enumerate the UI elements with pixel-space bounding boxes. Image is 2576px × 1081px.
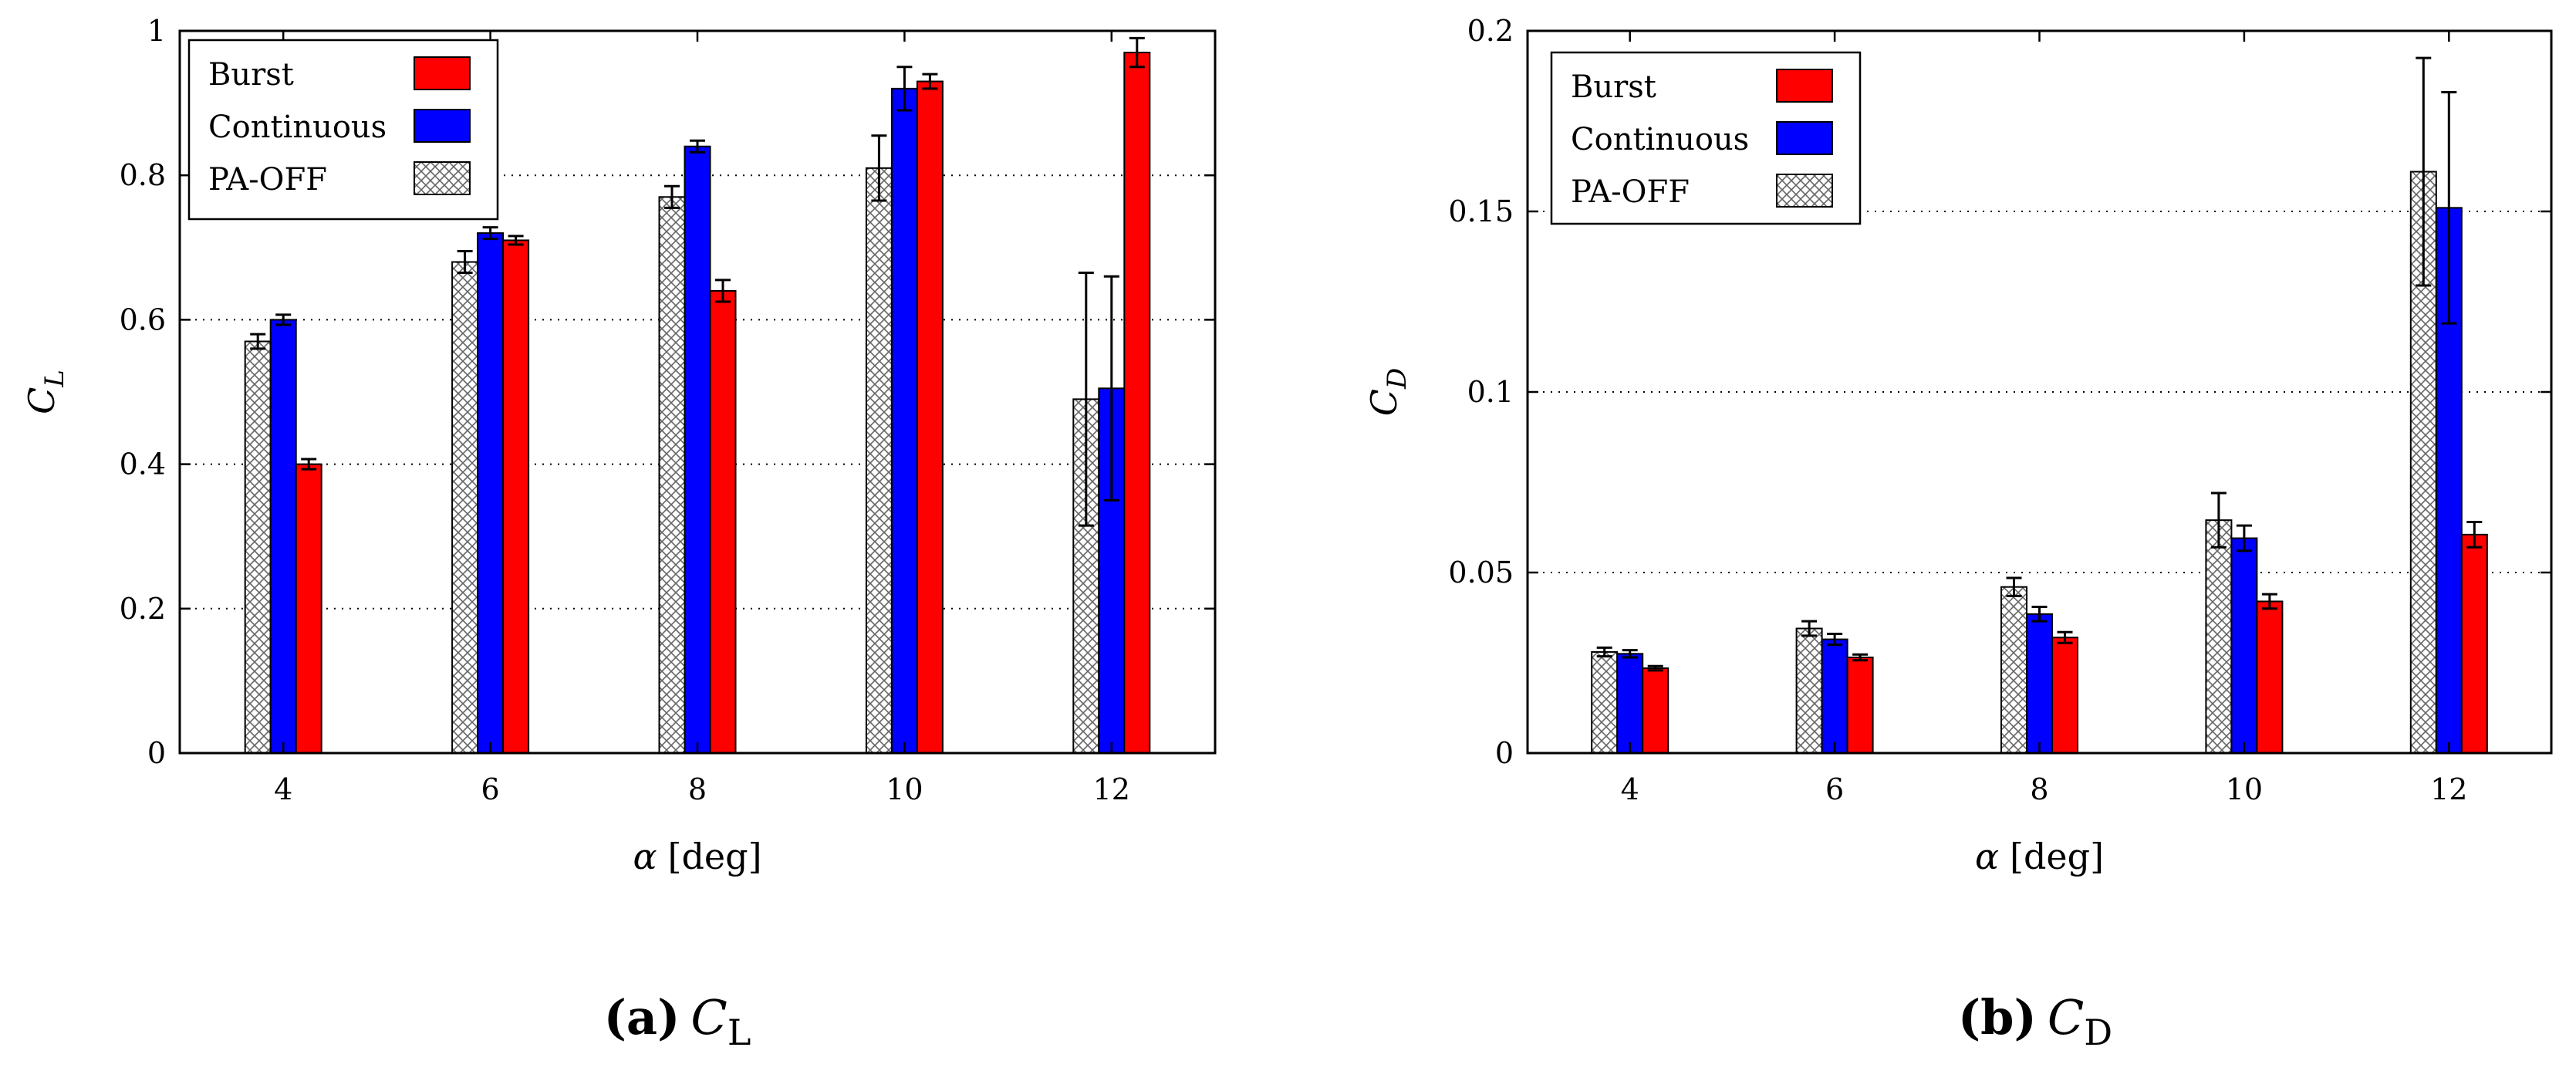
y-axis-label-sub: D [1382,368,1413,390]
bar-burst [709,289,737,754]
legend-swatch-continuous [1776,121,1833,155]
bar-burst [1123,52,1151,754]
legend-label: Continuous [208,110,387,145]
subfigure-caption: (a) CL [604,989,751,1053]
y-tick-label: 0.2 [120,592,166,626]
y-tick-label: 0 [1495,736,1514,770]
x-axis-label: α [deg] [1975,836,2104,877]
legend-label: Burst [1571,69,1656,105]
bar-hatch [2000,586,2027,754]
bar-hatch [244,340,272,755]
x-tick-label: 10 [2226,772,2263,806]
legend-swatch-hatch [1776,174,1833,208]
plot-frame [1526,29,2553,755]
y-axis-label-main: C [1363,389,1405,416]
bar-burst [2460,533,2488,754]
bar-hatch [1591,650,1619,755]
legend-swatch-hatch [414,161,471,195]
legend: Burst Continuous PA-OFF [1550,51,1862,225]
bar-burst [502,239,530,754]
bar-continuous [1821,638,1848,755]
y-axis-label-main: C [21,387,62,414]
bar-burst [1846,656,1874,754]
x-axis-label: α [deg] [633,836,761,877]
bar-continuous [890,87,918,754]
bar-hatch [451,261,479,754]
bar-continuous [477,232,505,754]
legend-label: PA-OFF [1571,174,1690,210]
bar-hatch [865,167,893,754]
x-tick-label: 6 [1825,772,1844,806]
x-axis-label-unit: [deg] [2010,836,2104,877]
y-tick-label: 1 [147,14,166,48]
caption-letter: (b) [1958,989,2037,1046]
x-tick-label: 6 [481,772,500,806]
x-tick-label: 12 [1093,772,1130,806]
legend-label: Continuous [1571,122,1749,157]
plot-frame [178,29,1217,755]
bar-continuous [684,145,711,754]
bar-hatch [2205,519,2233,754]
y-tick-label: 0 [147,736,166,770]
subfigure-caption: (b) CD [1958,989,2112,1053]
bar-burst [2256,600,2284,754]
legend-swatch-burst [414,56,471,90]
legend-swatch-burst [1776,69,1833,103]
bar-continuous [2026,613,2053,754]
bar-burst [916,80,944,754]
caption-main: C [690,989,727,1046]
y-axis-label: CL [21,370,70,414]
caption-sub: L [728,1012,751,1053]
caption-main: C [2048,989,2084,1046]
y-tick-label: 0.4 [120,448,166,481]
bar-continuous [2230,537,2258,754]
y-tick-label: 0.2 [1467,14,1514,48]
legend-swatch-continuous [414,109,471,143]
y-tick-label: 0.15 [1448,194,1514,228]
x-tick-label: 8 [2030,772,2048,806]
bar-continuous [1616,653,1644,754]
legend: Burst Continuous PA-OFF [187,39,499,221]
chart-cd: 0 0.05 0.1 0.15 0.2 4 6 8 10 12 Burst Continuous PA-… [1363,14,2553,1053]
x-axis-label-unit: [deg] [668,836,762,877]
y-tick-label: 0.8 [120,158,166,192]
legend-label: Burst [208,57,294,93]
x-axis-label-symbol: α [633,836,657,877]
caption-sub: D [2084,1012,2112,1053]
x-tick-label: 12 [2430,772,2467,806]
x-tick-label: 8 [688,772,707,806]
bar-burst [1642,667,1670,755]
bar-hatch [1795,627,1823,754]
bar-hatch [658,196,686,754]
x-tick-label: 4 [274,772,292,806]
bar-burst [2051,637,2078,754]
y-axis-label-sub: L [39,370,70,388]
y-tick-label: 0.6 [120,302,166,336]
x-axis-label-symbol: α [1975,836,1999,877]
chart-cl: 0 0.2 0.4 0.6 0.8 1 4 6 8 10 12 Burst Continuous PA-O… [21,14,1217,1053]
bar-continuous [269,319,297,754]
x-tick-label: 4 [1621,772,1639,806]
caption-letter: (a) [604,989,680,1046]
legend-label: PA-OFF [208,162,327,198]
y-tick-label: 0.1 [1467,375,1514,409]
x-tick-label: 10 [886,772,923,806]
y-tick-label: 0.05 [1448,556,1514,589]
y-axis-label: CD [1363,368,1413,416]
bar-burst [295,463,322,754]
